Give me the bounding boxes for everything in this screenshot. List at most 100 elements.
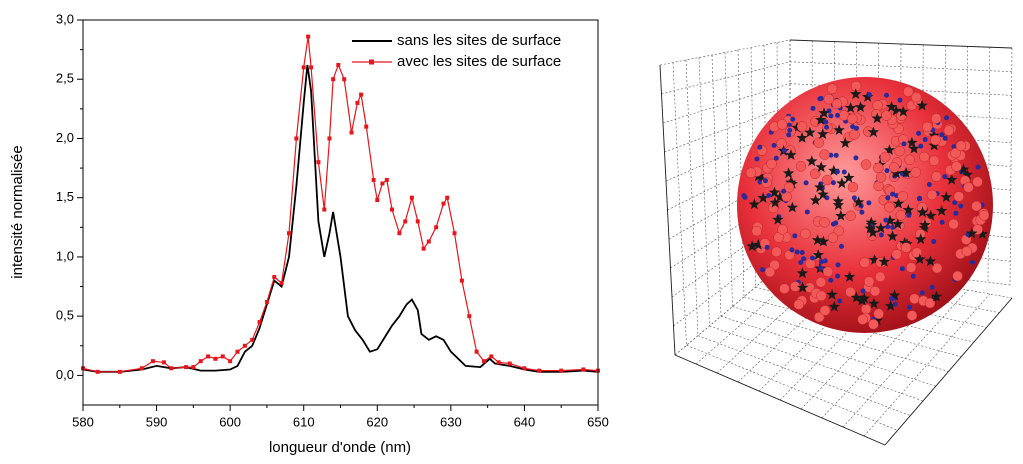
box-line (660, 65, 675, 355)
y-tick-label: 0,5 (56, 308, 74, 323)
atom (958, 203, 963, 208)
atom (873, 101, 883, 111)
atom (903, 87, 913, 97)
marker (342, 77, 346, 81)
atom (954, 191, 964, 201)
marker (442, 202, 446, 206)
marker (327, 136, 331, 140)
atom (892, 249, 902, 259)
atom (827, 84, 837, 94)
atom (792, 233, 797, 238)
line (83, 65, 598, 372)
atom (860, 258, 870, 268)
marker (445, 196, 449, 200)
marker (199, 359, 203, 363)
marker (336, 63, 340, 67)
atom (972, 201, 982, 211)
atom (846, 211, 856, 221)
atom (883, 218, 888, 223)
atom (805, 209, 810, 214)
atom (818, 266, 823, 271)
atom (858, 315, 868, 325)
atom (949, 219, 959, 229)
y-tick-label: 0,0 (56, 367, 74, 382)
atom (896, 210, 906, 220)
series (83, 65, 598, 372)
atom (800, 229, 810, 239)
box-line (790, 62, 1012, 72)
atom (870, 286, 880, 296)
atom (873, 163, 883, 173)
marker (280, 281, 284, 285)
atom (820, 217, 830, 227)
atom (940, 220, 945, 225)
atom (777, 119, 787, 129)
atom (884, 93, 889, 98)
atom (879, 232, 884, 237)
marker (162, 360, 166, 364)
marker (302, 65, 306, 69)
marker (169, 366, 173, 370)
marker (250, 338, 254, 342)
atom (953, 211, 958, 216)
atom (868, 319, 878, 329)
atom (824, 94, 834, 104)
atom (866, 200, 871, 205)
marker (559, 369, 563, 373)
atom (765, 267, 775, 277)
atom (929, 156, 939, 166)
atom (907, 310, 917, 320)
x-axis-label: longueur d'onde (nm) (269, 439, 411, 456)
atom (927, 182, 932, 187)
atom (786, 132, 791, 137)
atom (861, 288, 866, 293)
atom (820, 306, 830, 316)
atom (820, 150, 830, 160)
line (83, 37, 598, 372)
plot-frame (83, 20, 598, 405)
marker (96, 370, 100, 374)
atom (848, 182, 858, 192)
marker (434, 225, 438, 229)
atom (757, 145, 762, 150)
atom (963, 182, 973, 192)
atom (794, 300, 804, 310)
atom (931, 113, 941, 123)
marker (475, 350, 479, 354)
marker (306, 35, 310, 39)
marker (467, 314, 471, 318)
atom (962, 246, 972, 256)
atom (781, 189, 786, 194)
atom (795, 249, 800, 254)
marker (380, 181, 384, 185)
marker (364, 125, 368, 129)
atom (763, 178, 768, 183)
atom (898, 191, 908, 201)
box-line (675, 355, 885, 445)
atom (906, 263, 916, 273)
atom (814, 138, 824, 148)
marker (206, 354, 210, 358)
x-tick-label: 630 (440, 414, 462, 429)
atom (882, 111, 892, 121)
atom (790, 117, 795, 122)
y-tick-label: 3,0 (56, 11, 74, 26)
atom (776, 138, 786, 148)
atom (834, 153, 839, 158)
atom (930, 285, 935, 290)
atom (816, 291, 826, 301)
atom (911, 274, 916, 279)
atom (932, 263, 942, 273)
atom (875, 272, 885, 282)
atom (789, 247, 794, 252)
atom (880, 152, 890, 162)
y-tick-label: 1,5 (56, 189, 74, 204)
atom (889, 162, 899, 172)
atom (842, 169, 847, 174)
legend-label: sans les sites de surface (397, 32, 561, 49)
atom (900, 266, 905, 271)
marker (416, 219, 420, 223)
marker (482, 359, 486, 363)
atom (893, 302, 898, 307)
atom (833, 221, 838, 226)
